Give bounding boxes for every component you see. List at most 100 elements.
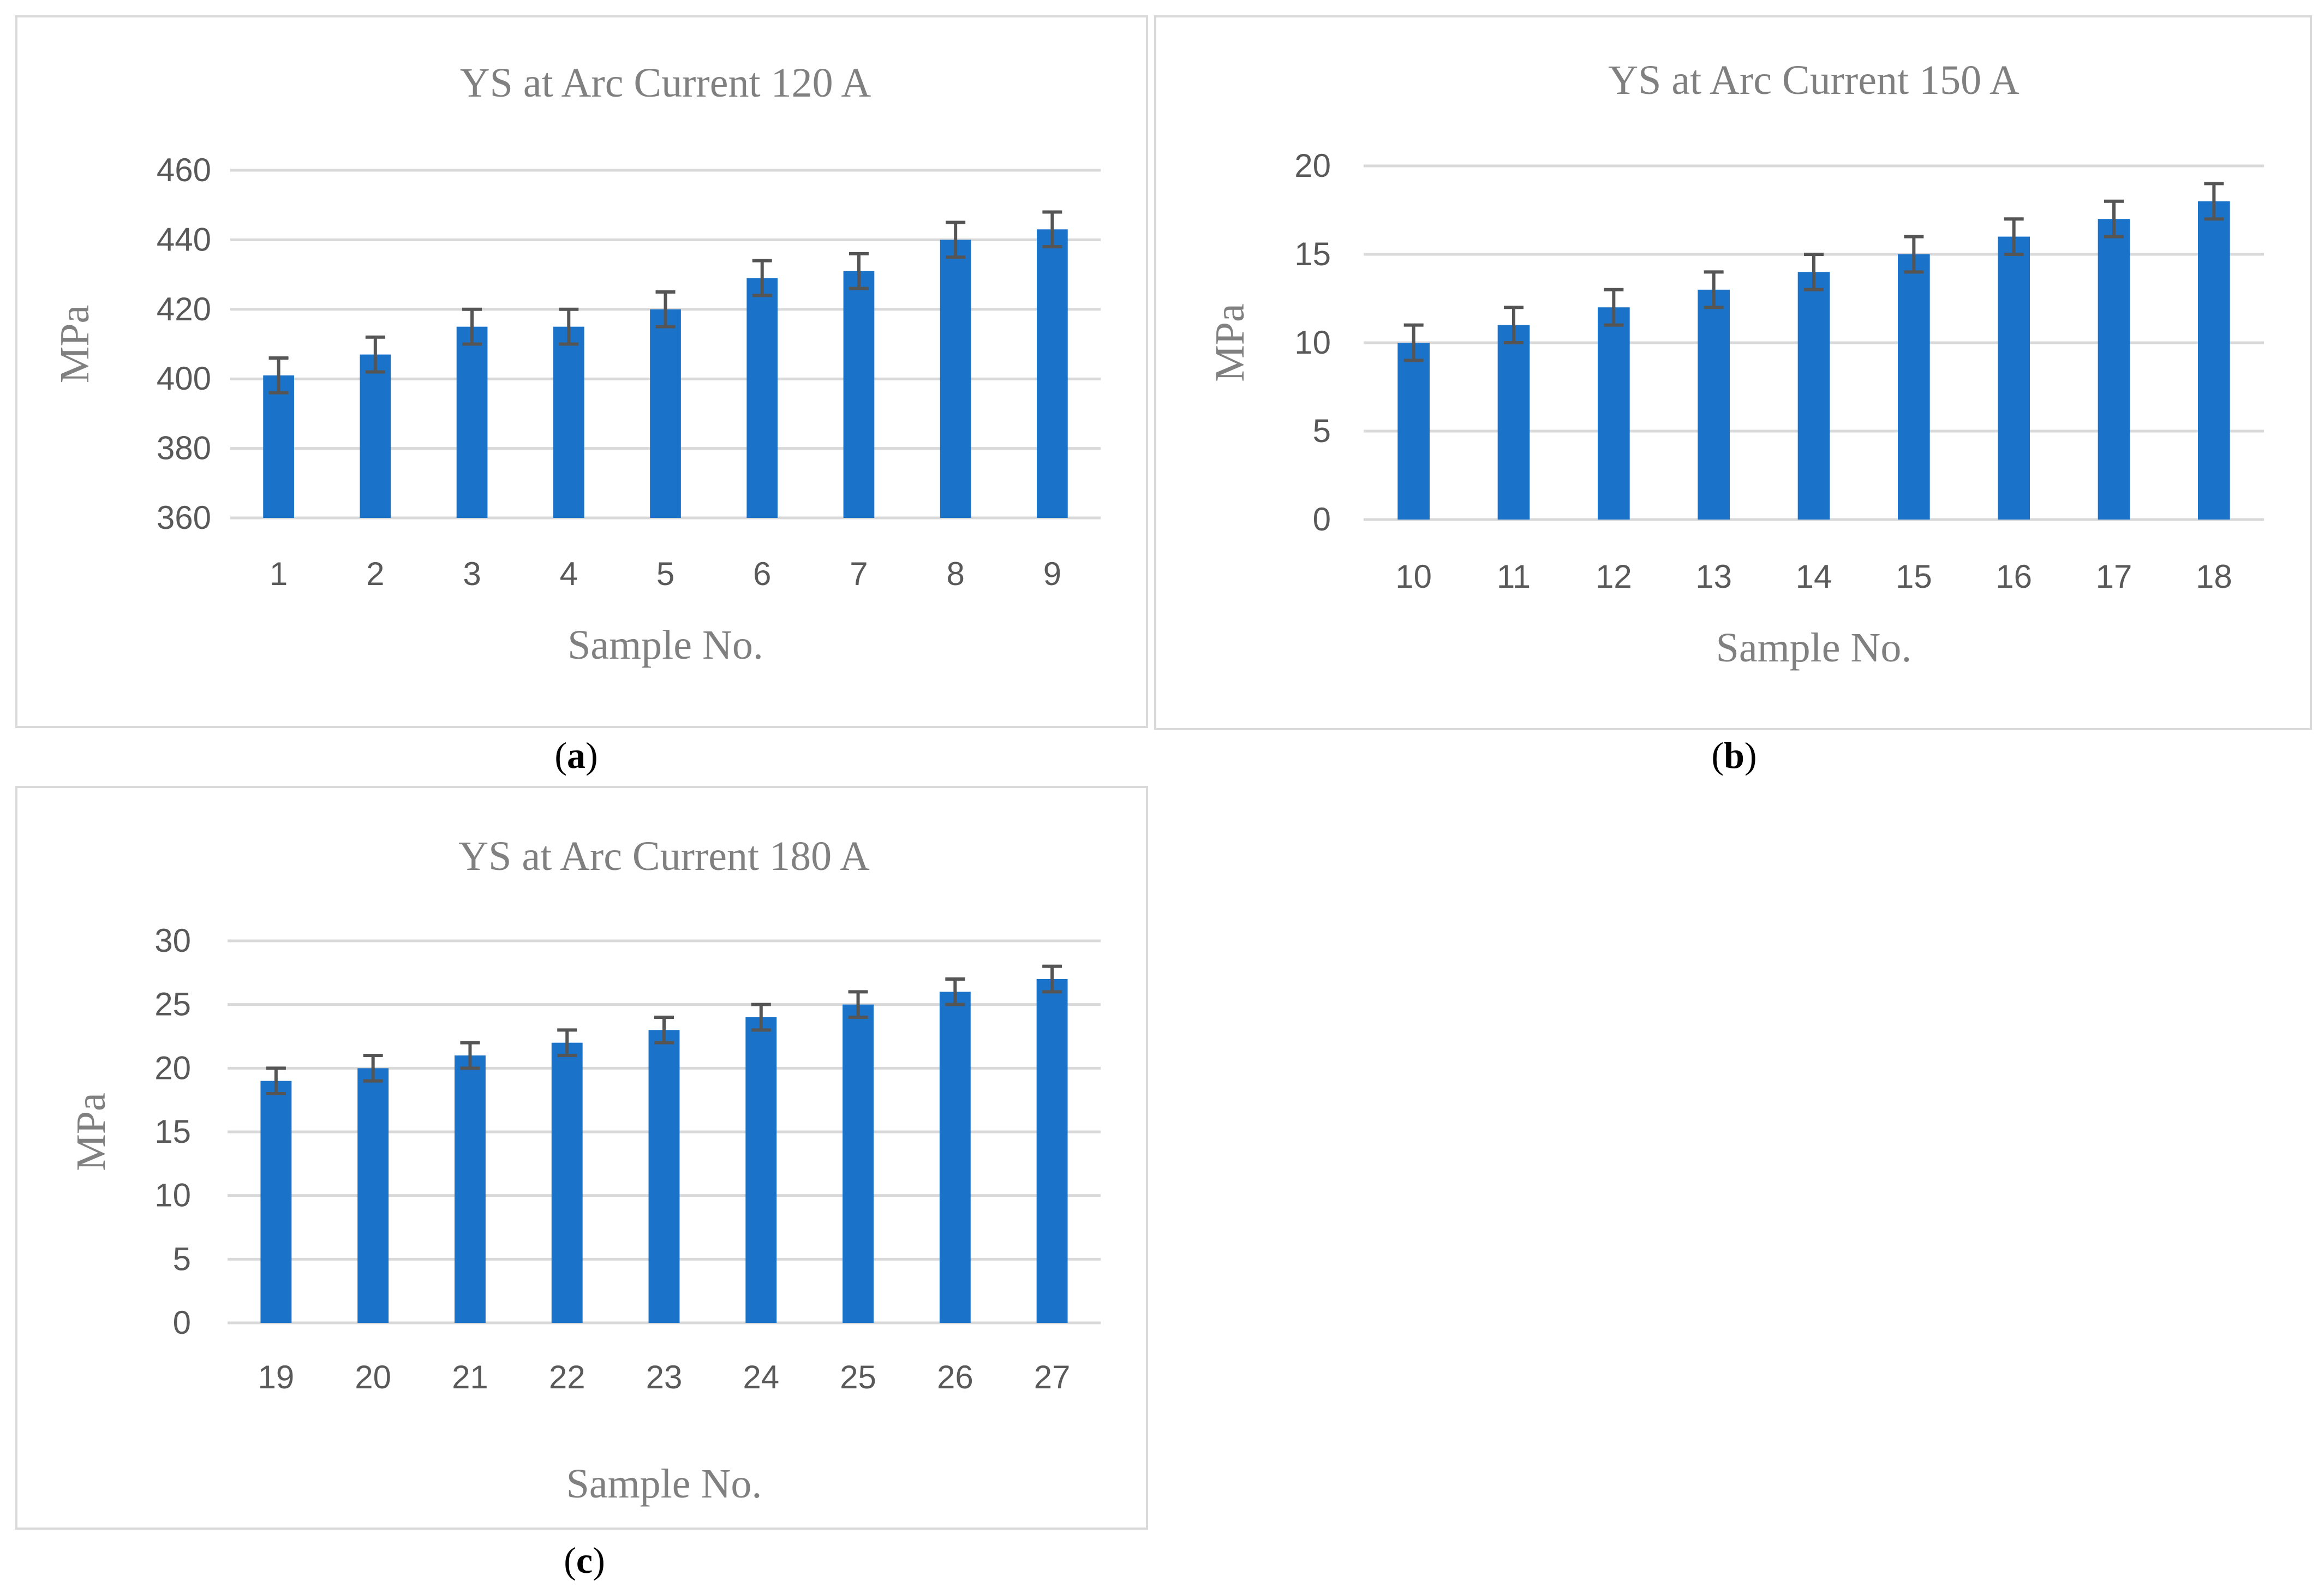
- error-bar: [1904, 235, 1924, 274]
- error-bar: [559, 307, 579, 346]
- x-tick-label: 25: [840, 1359, 876, 1395]
- x-tick-label: 22: [549, 1359, 586, 1395]
- y-axis-label: MPa: [1207, 303, 1253, 382]
- y-tick-label: 5: [1313, 413, 1331, 449]
- error-bar: [1504, 306, 1524, 344]
- bar: [1397, 343, 1430, 520]
- error-bar: [752, 259, 772, 297]
- x-tick-label: 27: [1034, 1359, 1071, 1395]
- x-tick-label: 18: [2196, 558, 2232, 595]
- x-tick-label: 4: [560, 556, 578, 592]
- error-bar: [945, 977, 965, 1006]
- x-tick-label: 20: [355, 1359, 391, 1395]
- error-bar: [365, 335, 385, 374]
- bar: [455, 1055, 486, 1323]
- bar: [2198, 201, 2230, 520]
- x-tick-label: 5: [656, 556, 674, 592]
- error-bar: [266, 1066, 286, 1095]
- bar: [1497, 325, 1530, 520]
- error-bar: [1042, 210, 1062, 249]
- x-tick-label: 9: [1043, 556, 1061, 592]
- bar: [456, 326, 488, 518]
- y-tick-label: 15: [1294, 236, 1331, 272]
- y-tick-label: 460: [157, 152, 211, 188]
- error-bar: [1042, 964, 1062, 994]
- bar: [939, 992, 971, 1323]
- bar: [648, 1030, 680, 1323]
- error-bar: [654, 1016, 674, 1045]
- bar: [746, 278, 778, 518]
- y-tick-label: 10: [1294, 324, 1331, 361]
- chart-panel-c: YS at Arc Current 180 A 0 5 10 15 20 25 30 19 20 2…: [15, 786, 1148, 1530]
- y-tick-label: 360: [157, 499, 211, 536]
- panel-label-c: (c): [564, 1540, 605, 1581]
- y-axis-label: MPa: [68, 1093, 114, 1171]
- y-tick-label: 10: [154, 1177, 191, 1214]
- x-axis-label: Sample No.: [567, 622, 763, 668]
- x-tick-label: 8: [946, 556, 964, 592]
- x-tick-label: 26: [937, 1359, 973, 1395]
- error-bar: [1704, 270, 1724, 309]
- y-tick-label: 25: [154, 986, 191, 1023]
- y-tick-label: 30: [154, 922, 191, 959]
- y-tick-label: 0: [1313, 501, 1331, 538]
- error-bar: [268, 356, 289, 395]
- error-bar: [848, 990, 868, 1019]
- error-bar: [2004, 217, 2024, 256]
- bar: [1037, 229, 1068, 518]
- x-tick-label: 14: [1796, 558, 1832, 595]
- error-bar: [655, 290, 676, 329]
- x-tick-label: 7: [850, 556, 868, 592]
- y-tick-label: 420: [157, 291, 211, 327]
- y-tick-label: 20: [154, 1049, 191, 1086]
- x-tick-label: 24: [743, 1359, 779, 1395]
- y-tick-label: 20: [1294, 147, 1331, 184]
- error-bar: [1403, 323, 1424, 362]
- error-bar: [462, 307, 482, 346]
- bar: [1036, 979, 1068, 1323]
- error-bar: [946, 220, 966, 259]
- x-axis-label: Sample No.: [1716, 625, 1912, 671]
- y-tick-label: 0: [173, 1304, 191, 1341]
- bar: [553, 326, 584, 518]
- bar: [940, 240, 971, 518]
- x-tick-label: 12: [1596, 558, 1632, 595]
- bar: [551, 1042, 583, 1323]
- x-tick-label: 3: [463, 556, 481, 592]
- error-bar: [2204, 182, 2224, 221]
- panel-label-b: (b): [1711, 735, 1757, 776]
- x-tick-label: 13: [1695, 558, 1732, 595]
- panel-label-a: (a): [554, 735, 598, 776]
- y-tick-label: 400: [157, 360, 211, 397]
- bar: [357, 1068, 389, 1323]
- x-tick-label: 19: [258, 1359, 295, 1395]
- chart-b-svg: YS at Arc Current 150 A 0 5 10 15 20 10 11 12 13 1…: [1207, 57, 2264, 671]
- bar: [1797, 272, 1830, 520]
- chart-panel-b: YS at Arc Current 150 A 0 5 10 15 20 10 11 12 13 1…: [1154, 15, 2312, 730]
- error-bar: [460, 1041, 480, 1070]
- chart-title: YS at Arc Current 180 A: [458, 833, 870, 879]
- error-bar: [1804, 253, 1824, 291]
- x-tick-label: 1: [270, 556, 288, 592]
- bar: [1698, 289, 1730, 520]
- chart-c-svg: YS at Arc Current 180 A 0 5 10 15 20 25 30 19 20 2…: [68, 833, 1101, 1507]
- bar: [1898, 254, 1930, 520]
- error-bar: [557, 1028, 577, 1057]
- x-tick-label: 6: [753, 556, 771, 592]
- x-tick-label: 23: [646, 1359, 683, 1395]
- x-tick-label: 15: [1896, 558, 1932, 595]
- x-tick-label: 16: [1996, 558, 2032, 595]
- error-bar: [363, 1054, 383, 1083]
- bar: [843, 1004, 874, 1323]
- x-tick-label: 21: [452, 1359, 488, 1395]
- bar: [2098, 219, 2130, 520]
- y-tick-label: 440: [157, 221, 211, 258]
- bar: [1998, 236, 2030, 520]
- bar: [360, 354, 391, 518]
- bar: [650, 309, 681, 518]
- error-bar: [849, 252, 869, 290]
- x-tick-label: 11: [1497, 558, 1531, 595]
- y-tick-label: 15: [154, 1113, 191, 1150]
- x-tick-label: 10: [1395, 558, 1432, 595]
- y-axis-label: MPa: [52, 305, 98, 384]
